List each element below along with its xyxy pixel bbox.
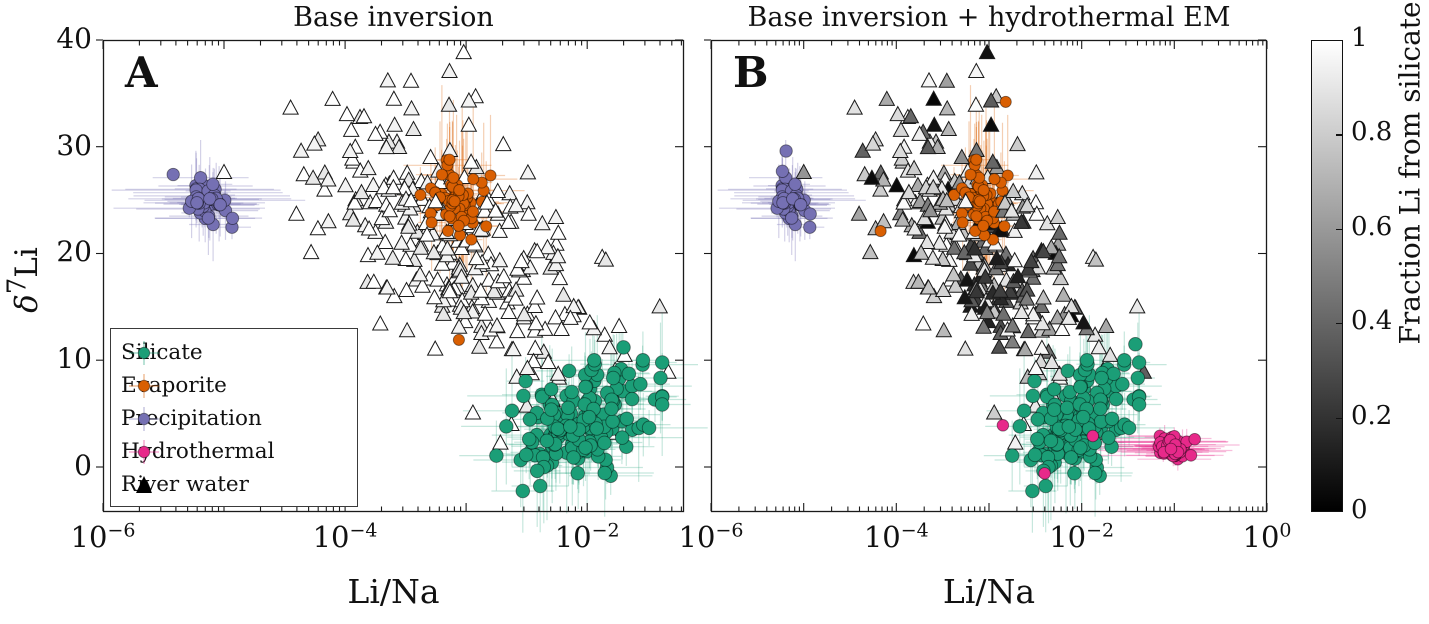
panel-a-xlabel: Li/Na: [347, 572, 440, 611]
legend-item-hydrothermal: Hydrothermal: [121, 435, 357, 468]
y-tick-label: 10: [56, 342, 92, 376]
x-tick-label: 10−2: [554, 519, 620, 554]
legend-item-evaporite: Evaporite: [121, 369, 357, 402]
x-tick-label: 10−6: [70, 519, 136, 554]
y-tick-label: 20: [56, 235, 92, 269]
x-tick-label: 10−6: [678, 519, 744, 554]
ylabel-sup: 7: [2, 277, 33, 295]
colorbar: [1311, 40, 1343, 512]
y-tick-label: 30: [56, 128, 92, 162]
legend-item-silicate: Silicate: [121, 336, 357, 369]
river-water-points-top: [282, 43, 669, 375]
x-tick-label: 10−2: [1049, 519, 1115, 554]
panel-a-plot: [96, 39, 708, 533]
panel-b-title: Base inversion + hydrothermal EM: [747, 2, 1231, 33]
panel-b-letter: B: [733, 48, 769, 97]
panel-b-xlabel: Li/Na: [942, 572, 1036, 611]
colorbar-title: Fraction Li from silicate: [1393, 1, 1427, 345]
y-tick-label: 40: [56, 22, 92, 55]
precipitation-marker-icon: [129, 406, 159, 431]
colorbar-tick-label: 0.2: [1351, 400, 1393, 431]
colorbar-tick-label: 0.8: [1351, 117, 1393, 148]
panel-b-plot: [704, 39, 1268, 533]
colorbar-tick-mark: [1336, 323, 1342, 325]
axis-ticks: [96, 39, 683, 511]
axis-ticks: [704, 39, 1268, 511]
ylabel-delta: δ: [9, 294, 45, 313]
colorbar-tick-label: 0.4: [1351, 306, 1393, 337]
hydrothermal-marker-icon: [129, 439, 159, 464]
colorbar-tick-label: 0.6: [1351, 211, 1393, 242]
river-water-marker-icon: [136, 475, 152, 493]
x-tick-label: 10−4: [863, 519, 929, 554]
river-water-points-top: [846, 43, 1146, 375]
cluster-points: [166, 153, 670, 499]
colorbar-tick-mark: [1336, 228, 1342, 231]
x-tick-label: 10−4: [312, 519, 378, 554]
legend-label: Silicate: [121, 340, 203, 365]
legend-item-precipitation: Precipitation: [121, 402, 357, 435]
colorbar-tick-mark: [1336, 417, 1342, 419]
cluster-points: [770, 95, 1201, 499]
x-tick-label: 100: [1242, 519, 1292, 554]
colorbar-tick-label: 1: [1351, 23, 1368, 53]
colorbar-tick-label: 0: [1351, 495, 1368, 525]
y-tick-label: 0: [74, 448, 92, 482]
legend-box: Silicate Evaporite Precipitation: [110, 328, 358, 507]
legend-item-river-water: River water: [121, 468, 357, 501]
panel-a-title: Base inversion: [293, 2, 494, 33]
colorbar-tick-mark: [1336, 134, 1342, 136]
panel-a-letter: A: [125, 48, 158, 97]
silicate-marker-icon: [129, 340, 159, 365]
evaporite-marker-icon: [129, 373, 159, 398]
